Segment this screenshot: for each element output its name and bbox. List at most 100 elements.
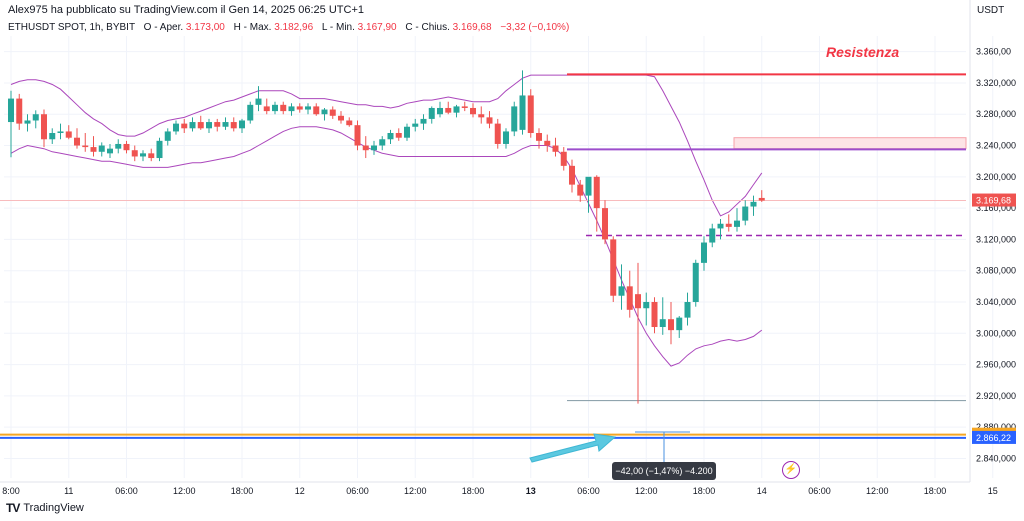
candle-body — [404, 126, 410, 138]
candle-body — [255, 98, 262, 105]
candle-body — [362, 145, 369, 151]
candle-body — [659, 319, 666, 328]
x-tick-label: 14 — [757, 486, 767, 496]
high-label: H - Max. — [233, 22, 272, 33]
candle-body — [478, 114, 485, 118]
candle-body — [197, 122, 204, 129]
candle-body — [635, 294, 641, 309]
tv-logo-icon: TV — [6, 501, 20, 515]
y-tick-label: 2.880,000 — [976, 422, 1016, 432]
y-tick-label: 2.920,000 — [976, 391, 1016, 401]
candle-body — [387, 133, 394, 140]
candle-body — [750, 201, 757, 207]
y-tick-label: 3.120,000 — [976, 234, 1016, 244]
x-tick-label: 18:00 — [924, 486, 947, 496]
candle-body — [445, 107, 452, 113]
candle-body — [107, 148, 113, 154]
y-tick-label: 3.240,000 — [976, 141, 1016, 151]
candle-body — [684, 301, 691, 318]
candle-body — [305, 106, 311, 110]
candle-body — [272, 104, 278, 112]
candle-body — [651, 301, 658, 328]
candle-body — [486, 117, 493, 124]
bollinger-lower-band — [10, 126, 763, 367]
publisher-header: Alex975 ha pubblicato su TradingView.com… — [8, 4, 364, 16]
candle-body — [461, 106, 468, 108]
y-tick-label: 3.160,000 — [976, 203, 1016, 213]
candle-body — [618, 286, 625, 296]
support-tag-2-bg — [972, 430, 1016, 444]
bolt-icon[interactable]: ⚡ — [782, 461, 800, 479]
low-value: 3.167,90 — [357, 22, 397, 33]
candle-body — [494, 123, 501, 144]
x-tick-label: 06:00 — [115, 486, 138, 496]
y-tick-label: 3.200,000 — [976, 172, 1016, 182]
currency-label: USDT — [977, 5, 1004, 16]
candle-body — [701, 242, 707, 263]
candle-body — [668, 319, 674, 331]
x-tick-label: 06:00 — [346, 486, 369, 496]
candle-body — [470, 107, 476, 115]
arrow-annotation — [529, 433, 617, 463]
candle-body — [280, 104, 287, 112]
candle-body — [222, 122, 229, 127]
candle-body — [346, 120, 353, 126]
candle-body — [296, 106, 303, 110]
change-value: −3,32 (−0,10%) — [500, 22, 570, 33]
candle-body — [626, 286, 633, 310]
candle-body — [263, 106, 270, 112]
candle-body — [313, 106, 320, 115]
candle-body — [321, 109, 328, 115]
current-price-tag-bg — [972, 193, 1016, 207]
candle-body — [41, 114, 47, 140]
candle-body — [181, 123, 188, 129]
candle-body — [610, 239, 617, 296]
candle-body — [734, 220, 740, 227]
candle-body — [692, 262, 699, 302]
x-tick-label: 12:00 — [173, 486, 196, 496]
support-tag-2: 2.866,22 — [976, 433, 1011, 443]
candle-body — [395, 133, 402, 138]
x-tick-label: 06:00 — [808, 486, 831, 496]
candle-body — [65, 131, 72, 138]
candle-body — [156, 140, 163, 159]
candle-body — [230, 122, 237, 129]
open-label: O - Aper. — [143, 22, 184, 33]
tradingview-brand: TradingView — [23, 502, 84, 514]
candle-body — [98, 145, 105, 152]
x-tick-label: 8:00 — [2, 486, 20, 496]
candle-body — [32, 114, 39, 121]
candle-body — [420, 118, 427, 124]
measure-tooltip-bg — [612, 462, 716, 480]
y-tick-label: 3.040,000 — [976, 297, 1016, 307]
symbol-legend: ETHUSDT SPOT, 1h, BYBIT O - Aper. 3.173,… — [8, 22, 569, 33]
x-tick-label: 11 — [64, 486, 73, 496]
candle-body — [569, 165, 575, 185]
candle-body — [148, 153, 155, 159]
candle-body — [49, 133, 56, 140]
current-price-tag: 3.169,68 — [976, 196, 1011, 206]
measure-tooltip-text: −42,00 (−1,47%) −4.200 — [615, 466, 712, 476]
close-value: 3.169,68 — [452, 22, 492, 33]
candle-body — [189, 122, 196, 129]
candle-body — [536, 133, 542, 141]
x-tick-label: 12:00 — [404, 486, 427, 496]
candle-body — [131, 150, 138, 157]
symbol-name[interactable]: ETHUSDT SPOT, 1h, BYBIT — [8, 22, 135, 33]
candle-body — [544, 140, 551, 146]
candle-body — [239, 120, 245, 129]
x-tick-label: 15 — [988, 486, 998, 496]
candle-body — [437, 107, 443, 115]
y-tick-label: 3.080,000 — [976, 266, 1016, 276]
candle-body — [519, 95, 526, 130]
candle-body — [338, 115, 344, 121]
candle-body — [560, 151, 567, 166]
candle-body — [742, 206, 749, 221]
y-tick-label: 3.360,00 — [976, 47, 1011, 57]
candle-body — [90, 147, 97, 152]
candle-body — [371, 145, 377, 151]
x-tick-label: 18:00 — [693, 486, 716, 496]
resistance-label: Resistenza — [826, 44, 899, 60]
candle-body — [453, 106, 460, 113]
